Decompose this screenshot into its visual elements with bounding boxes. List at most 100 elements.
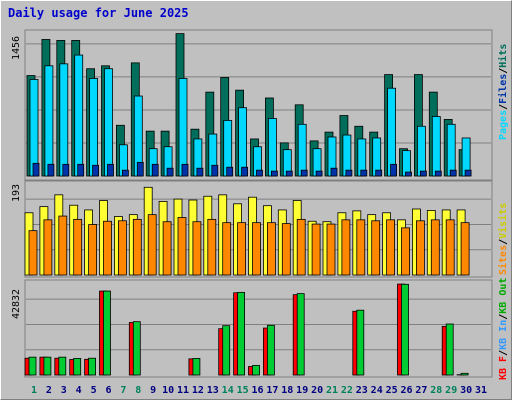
files-bar (44, 65, 54, 177)
pages-bar (285, 170, 293, 177)
pages-bar (196, 167, 204, 177)
sites-bar (118, 220, 127, 276)
pages-bar (92, 164, 99, 177)
sites-bar (147, 214, 157, 276)
kbout-bar (445, 323, 454, 376)
pages-bar (375, 169, 383, 177)
files-bar (178, 78, 188, 177)
sites-bar (371, 220, 381, 276)
pages-bar (181, 163, 189, 177)
pages-bar (77, 163, 85, 177)
x-tick-label: 16 (251, 385, 263, 396)
kbout-bar (356, 309, 365, 376)
files-bar (29, 79, 39, 177)
legend-3: KB F/KB In/KB Out (498, 278, 509, 380)
x-tick-label: 3 (61, 385, 67, 396)
x-tick-label: 8 (135, 385, 141, 396)
sites-bar (177, 217, 187, 276)
x-tick-label: 5 (91, 385, 97, 396)
x-tick-label: 31 (475, 385, 487, 396)
sites-bar (58, 215, 68, 276)
sites-bar (386, 219, 396, 276)
legend-separator: / (498, 239, 509, 245)
files-bar (446, 123, 456, 177)
pages-bar (330, 167, 338, 177)
kbout-bar (43, 356, 52, 376)
files-bar (297, 123, 307, 177)
files-bar (387, 87, 397, 177)
legend-entry: Files (497, 74, 509, 104)
x-tick-label: 20 (311, 385, 323, 396)
legend-entry: KB In (498, 320, 509, 350)
sites-bar (281, 223, 291, 276)
x-tick-label: 28 (430, 385, 442, 396)
pages-bar (166, 167, 174, 177)
sites-bar (237, 222, 247, 276)
x-tick-label: 13 (207, 385, 219, 396)
x-tick-label: 26 (400, 385, 412, 396)
x-tick-label: 17 (266, 385, 278, 396)
files-bar (267, 118, 277, 177)
pages-bar (464, 169, 472, 177)
files-bar (238, 107, 248, 177)
x-tick-label: 22 (341, 385, 353, 396)
legend-entry: Pages (498, 110, 509, 140)
x-tick-label: 6 (105, 385, 111, 396)
x-tick-label: 4 (76, 385, 82, 396)
sites-bar (88, 224, 97, 276)
legend-entry: Hits (497, 44, 509, 68)
sites-bar (132, 218, 142, 276)
pages-bar (405, 171, 412, 177)
pages-bar (315, 170, 323, 177)
kbout-bar (401, 283, 409, 376)
kbout-bar (460, 372, 469, 376)
pages-bar (241, 166, 249, 177)
pages-bar (47, 163, 55, 177)
kbout-bar (266, 324, 275, 376)
legend-separator: / (498, 104, 509, 110)
sites-bar (207, 218, 217, 276)
y-max-label: 193 (11, 184, 22, 202)
legend-2: Sites/Visits (497, 203, 509, 275)
sites-bar (415, 220, 425, 276)
legend-entry: Sites (497, 245, 509, 275)
legend-separator: / (498, 350, 509, 356)
kbout-bar (88, 357, 96, 376)
x-tick-label: 29 (445, 385, 457, 396)
kbout-bar (58, 356, 67, 376)
files-bar (104, 68, 113, 177)
sites-bar (28, 230, 38, 276)
x-tick-label: 7 (120, 385, 126, 396)
pages-bar (211, 164, 219, 177)
sites-bar (192, 221, 202, 276)
sites-bar (311, 223, 321, 276)
x-tick-label: 10 (162, 385, 174, 396)
x-tick-label: 12 (192, 385, 204, 396)
sites-bar (296, 218, 306, 276)
sites-bar (326, 223, 336, 276)
kbout-bar (296, 293, 305, 376)
files-bar (89, 78, 98, 177)
kbout-bar (222, 325, 231, 376)
pages-bar (256, 169, 263, 177)
x-tick-label: 15 (237, 385, 249, 396)
pages-bar (360, 169, 368, 177)
sites-bar (460, 222, 470, 276)
y-max-label: 1456 (11, 36, 22, 60)
files-bar (431, 116, 441, 177)
x-tick-label: 14 (222, 385, 234, 396)
kbout-bar (132, 321, 141, 376)
sites-bar (445, 219, 455, 276)
sites-bar (401, 227, 410, 276)
page-title: Daily usage for June 2025 (8, 6, 189, 20)
sites-bar (103, 220, 112, 276)
x-tick-label: 19 (296, 385, 308, 396)
pages-bar (345, 169, 353, 177)
pages-bar (434, 170, 442, 177)
kbout-bar (252, 365, 260, 376)
y-max-label: 42832 (11, 289, 22, 319)
pages-bar (151, 163, 159, 177)
pages-bar (62, 163, 70, 177)
sites-bar (252, 222, 261, 276)
